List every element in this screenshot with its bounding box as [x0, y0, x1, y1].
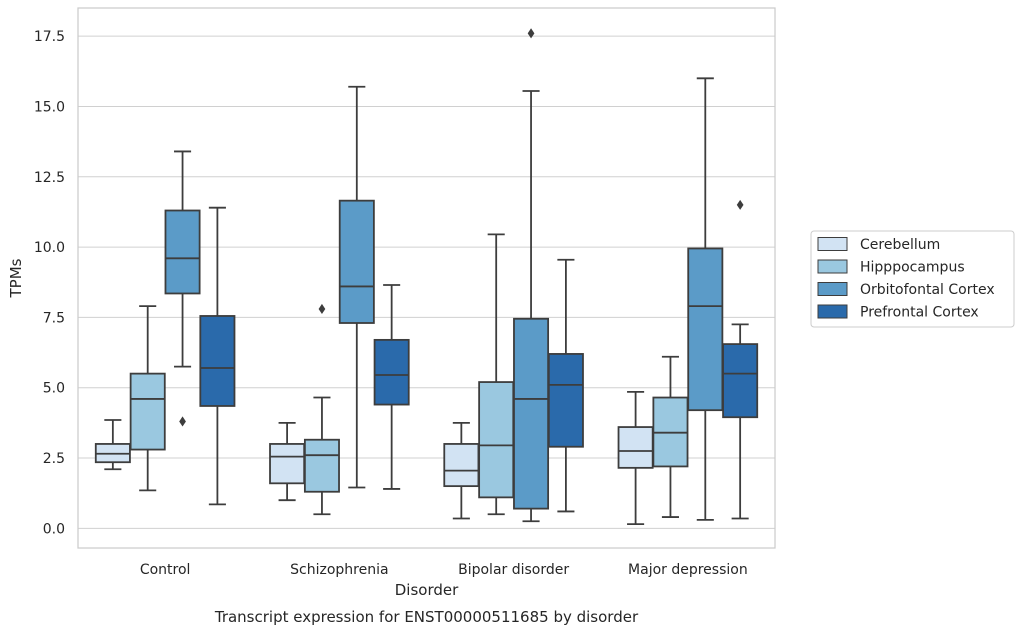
y-gridlines: [78, 35, 775, 529]
y-tick-label: 5.0: [43, 381, 65, 397]
y-tick-label: 15.0: [34, 99, 65, 115]
box-cerebellum: [94, 419, 131, 471]
legend-label: Prefrontal Cortex: [860, 305, 979, 321]
legend-frame: [810, 230, 1015, 328]
box-body: [164, 209, 201, 295]
x-tick-label: Bipolar disorder: [458, 562, 569, 578]
x-tick-labels: Control Schizophrenia Bipolar disorder Majo…: [140, 562, 748, 578]
y-tick-label: 17.5: [34, 29, 65, 45]
y-tick-labels: 0.0 2.5 5.0 7.5 10.0 12.5 15.0 17.5: [34, 29, 65, 537]
y-tick-label: 7.5: [43, 310, 65, 326]
outlier-point: [179, 416, 186, 427]
legend-label: Cerebellum: [860, 237, 940, 253]
x-tick-label: Major depression: [628, 562, 748, 578]
x-axis-label: Disorder: [395, 581, 459, 599]
y-tick-label: 0.0: [43, 521, 65, 537]
legend-label: Hipppocampus: [860, 260, 965, 276]
box-orbitofontal-cortex: [687, 77, 724, 521]
box-hipppocampus: [478, 233, 515, 516]
legend-swatch: [817, 282, 848, 296]
y-tick-label: 2.5: [43, 451, 65, 467]
outlier-point: [736, 199, 744, 210]
chart-title: Transcript expression for ENST0000051168…: [214, 608, 639, 626]
box-hipppocampus: [303, 303, 340, 516]
box-hipppocampus: [652, 355, 689, 518]
box-body: [547, 353, 584, 448]
legend-swatch: [817, 259, 848, 274]
box-prefrontal-cortex: [547, 258, 584, 513]
box-body: [303, 438, 340, 493]
box-body: [513, 317, 550, 510]
outlier-point: [318, 303, 326, 314]
box-prefrontal-cortex: [199, 206, 236, 506]
y-axis-label: TPMs: [7, 258, 25, 298]
x-tick-label: Control: [140, 562, 191, 578]
box-prefrontal-cortex: [722, 199, 759, 520]
legend-label: Orbitofontal Cortex: [860, 282, 995, 298]
box-orbitofontal-cortex: [164, 150, 201, 427]
box-body: [722, 343, 759, 419]
box-prefrontal-cortex: [373, 284, 410, 490]
box-groups: [94, 28, 759, 525]
box-body: [687, 247, 724, 412]
box-hipppocampus: [129, 305, 166, 492]
x-tick-label: Schizophrenia: [290, 562, 388, 578]
y-tick-label: 10.0: [34, 240, 65, 256]
box-cerebellum: [269, 421, 306, 502]
box-cerebellum: [443, 421, 480, 520]
box-body: [373, 338, 410, 406]
box-orbitofontal-cortex: [338, 85, 375, 489]
box-body: [443, 443, 480, 488]
box-body: [199, 315, 236, 407]
box-body: [478, 381, 515, 499]
legend-swatch: [817, 304, 848, 319]
box-body: [269, 443, 306, 485]
box-body: [617, 426, 654, 469]
legend-swatch: [817, 237, 848, 251]
plot-frame: [77, 7, 776, 549]
y-tick-label: 12.5: [34, 170, 65, 186]
box-body: [129, 372, 166, 451]
legend: Cerebellum Hipppocampus Orbitofontal Corte…: [810, 230, 1015, 328]
outlier-point: [527, 28, 535, 39]
box-orbitofontal-cortex: [513, 28, 550, 523]
box-body: [338, 199, 375, 324]
